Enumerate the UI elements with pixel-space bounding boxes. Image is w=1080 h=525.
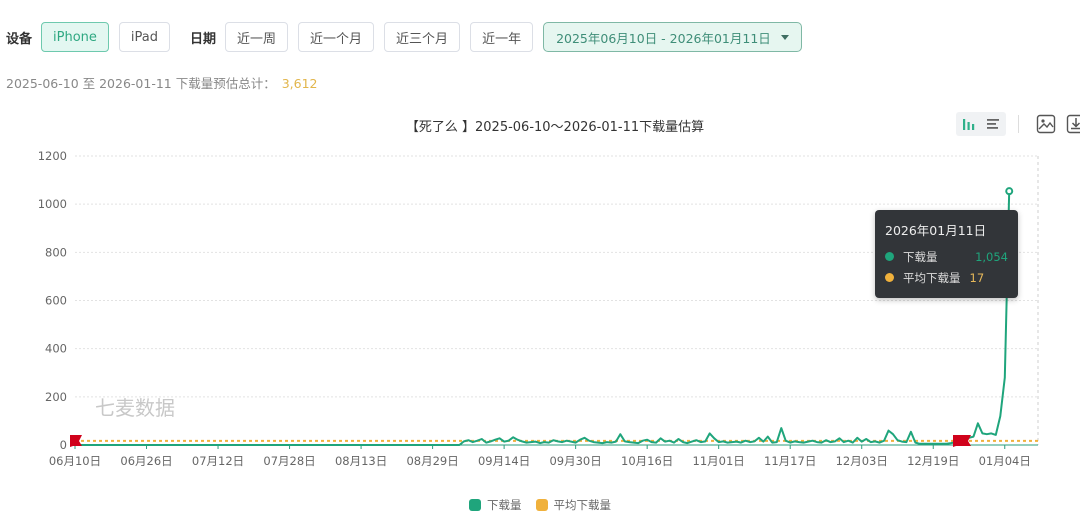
date-range-value: 2025年06月10日 - 2026年01月11日 <box>556 30 771 46</box>
preset-last-year-button[interactable]: 近一年 <box>470 22 534 52</box>
caret-down-icon <box>780 34 789 40</box>
svg-text:1000: 1000 <box>38 197 67 211</box>
legend-label: 下载量 <box>487 498 522 512</box>
svg-text:07月12日: 07月12日 <box>192 454 244 468</box>
y-axis: 0 200 400 600 800 1000 1200 <box>38 149 67 452</box>
svg-text:09月30日: 09月30日 <box>549 454 601 468</box>
svg-text:12月19日: 12月19日 <box>907 454 959 468</box>
chart-title-text: 【死了么 】2025-06-10～2026-01-11下载量估算 <box>405 120 705 135</box>
svg-text:06月10日: 06月10日 <box>49 454 101 468</box>
tooltip-value: 17 <box>969 270 985 285</box>
svg-text:10月16日: 10月16日 <box>621 454 673 468</box>
chart-toolbar <box>956 112 1080 136</box>
chart-type-toggle <box>956 112 1006 136</box>
tooltip-date: 2026年01月11日 <box>885 223 987 238</box>
download-line-chart[interactable]: 0 200 400 600 800 1000 1200 06月10日 06月26日 07月12日… <box>0 140 1080 480</box>
device-iphone-button[interactable]: iPhone <box>41 22 109 52</box>
list-icon[interactable] <box>984 115 1002 133</box>
download-series-line[interactable] <box>75 187 1014 446</box>
toolbar-divider <box>1018 115 1019 133</box>
preset-last-week-button[interactable]: 近一周 <box>225 22 289 52</box>
tooltip-label: 平均下载量 <box>903 270 961 285</box>
average-dot-icon <box>885 273 894 282</box>
svg-text:09月14日: 09月14日 <box>478 454 530 468</box>
summary-total: 3,612 <box>281 76 318 91</box>
legend-item-downloads[interactable]: 下载量 <box>469 497 522 513</box>
watermark: 七麦数据 <box>95 396 175 420</box>
download-summary: 2025-06-10 至 2026-01-11 下载量预估总计： 3,612 <box>6 73 318 92</box>
device-ipad-button[interactable]: iPad <box>118 22 170 52</box>
svg-text:11月17日: 11月17日 <box>764 454 816 468</box>
x-axis: 06月10日 06月26日 07月12日 07月28日 08月13日 08月29日 09月1… <box>49 444 1038 468</box>
tooltip-label: 下载量 <box>903 249 938 264</box>
chart-markers <box>70 435 971 447</box>
download-icon[interactable] <box>1065 113 1080 135</box>
filter-bar: 设备 iPhone iPad 日期 近一周 近一个月 近三个月 近一年 2025… <box>0 22 802 52</box>
tooltip-row-downloads: 下载量 1,054 <box>885 246 1008 267</box>
svg-text:1200: 1200 <box>38 149 67 163</box>
chart-tooltip: 2026年01月11日 下载量 1,054 平均下载量 17 <box>875 210 1018 298</box>
svg-text:08月13日: 08月13日 <box>335 454 387 468</box>
svg-text:12月03日: 12月03日 <box>836 454 888 468</box>
bar-chart-icon[interactable] <box>960 115 978 133</box>
chart-legend: 下载量 平均下载量 <box>0 497 1080 513</box>
svg-text:0: 0 <box>60 438 67 452</box>
tooltip-row-average: 平均下载量 17 <box>885 267 1008 288</box>
legend-item-average[interactable]: 平均下载量 <box>535 497 612 513</box>
chart-grid <box>75 155 1039 445</box>
svg-text:800: 800 <box>45 245 67 259</box>
summary-text: 2025-06-10 至 2026-01-11 下载量预估总计： <box>6 76 276 91</box>
downloads-dot-icon <box>885 252 894 261</box>
tooltip-value: 1,054 <box>975 249 1008 264</box>
preset-last-month-button[interactable]: 近一个月 <box>298 22 375 52</box>
legend-label: 平均下载量 <box>553 498 612 512</box>
svg-text:08月29日: 08月29日 <box>406 454 458 468</box>
svg-text:400: 400 <box>45 342 67 356</box>
downloads-swatch-icon <box>469 499 481 511</box>
preset-last-3-months-button[interactable]: 近三个月 <box>384 22 461 52</box>
device-label: 设备 <box>6 31 33 47</box>
average-swatch-icon <box>535 499 548 511</box>
svg-text:11月01日: 11月01日 <box>693 454 745 468</box>
date-range-picker[interactable]: 2025年06月10日 - 2026年01月11日 <box>543 22 802 52</box>
chart-title: 【死了么 】2025-06-10～2026-01-11下载量估算 <box>0 116 1080 135</box>
date-label: 日期 <box>190 31 217 47</box>
svg-text:07月28日: 07月28日 <box>263 454 315 468</box>
svg-text:06月26日: 06月26日 <box>120 454 172 468</box>
svg-text:600: 600 <box>45 294 67 308</box>
image-icon[interactable] <box>1035 113 1057 135</box>
svg-text:200: 200 <box>45 390 67 404</box>
svg-text:01月04日: 01月04日 <box>979 454 1031 468</box>
